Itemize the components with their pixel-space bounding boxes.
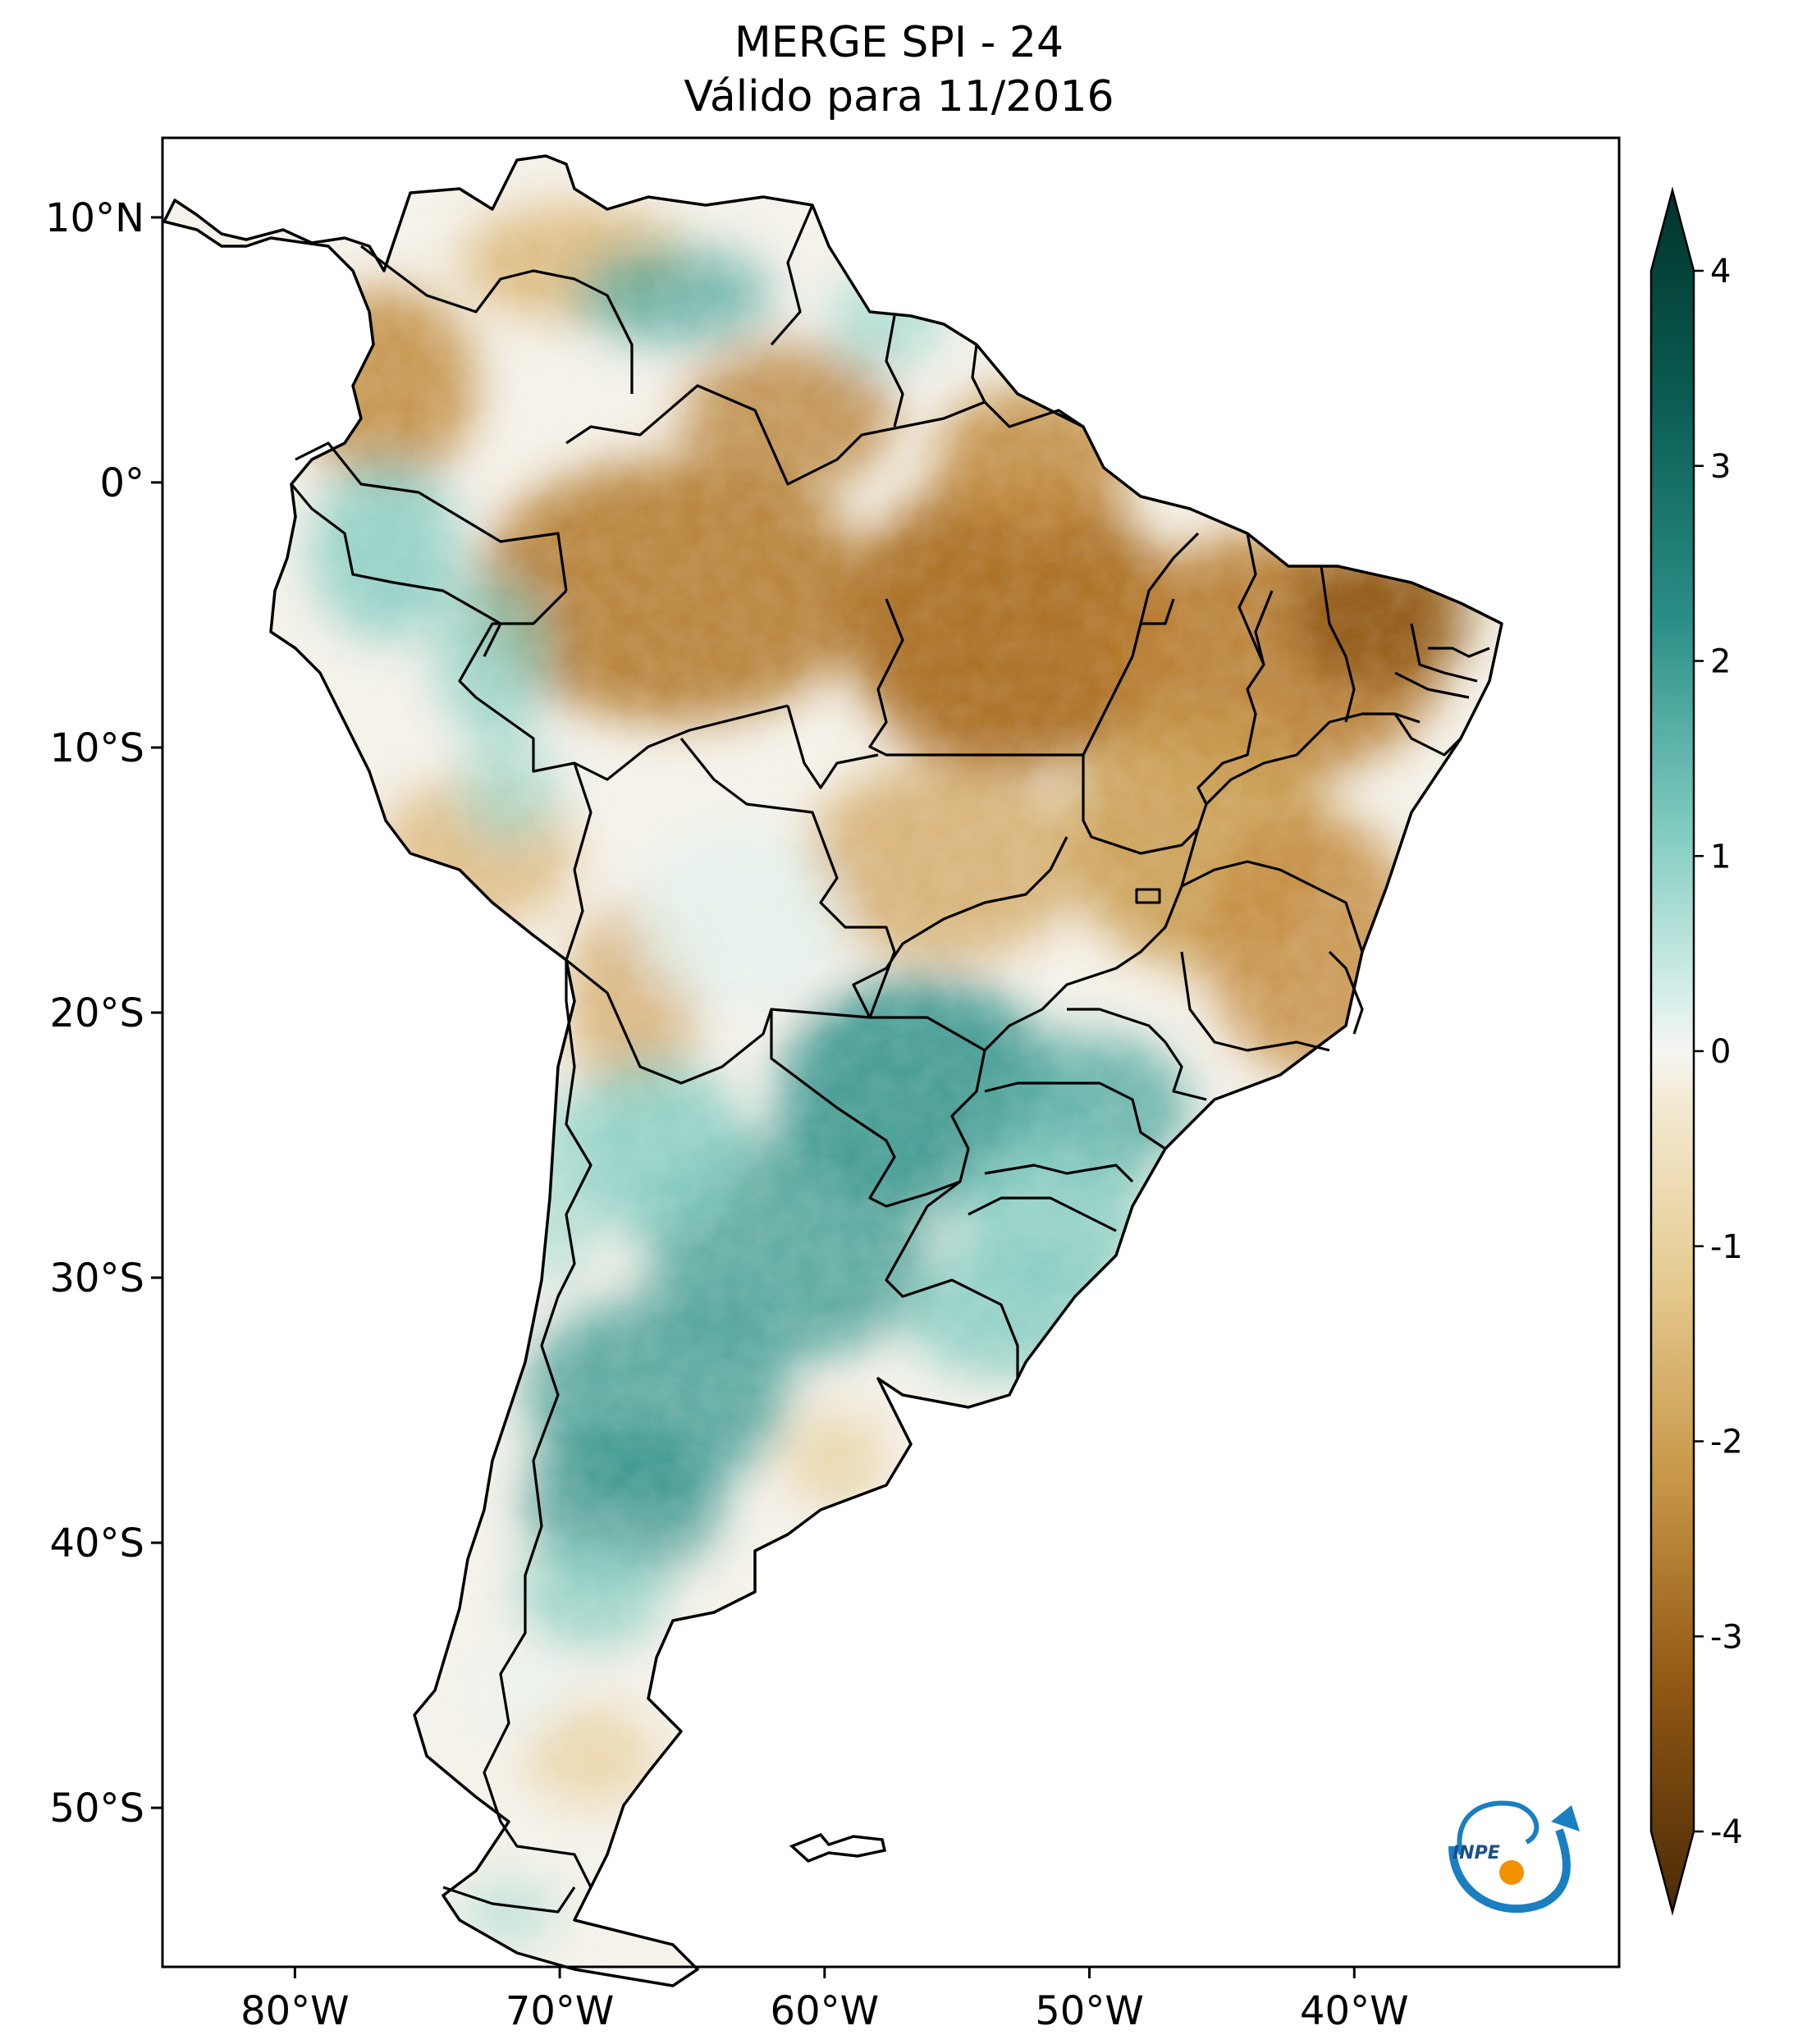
lon-tick-label: 40°W	[1300, 1988, 1409, 2034]
political-borders	[290, 204, 1490, 1914]
lat-tick-label: 0°	[99, 460, 144, 506]
lat-tick-label: 20°S	[49, 990, 144, 1036]
logo-text: INPE	[1453, 1843, 1500, 1863]
lon-tick-label: 70°W	[506, 1988, 615, 2034]
longitude-axis: 80°W 70°W 60°W 50°W 40°W	[240, 1967, 1409, 2034]
lon-tick-label: 50°W	[1035, 1988, 1144, 2034]
colorbar-ticks: 4 3 2 1 0 -1 -2 -3 -4	[1694, 253, 1743, 1851]
logo-arrow	[1551, 1805, 1580, 1831]
map-title: MERGE SPI - 24	[734, 18, 1064, 67]
colorbar-tick-label: -2	[1710, 1424, 1743, 1461]
coastline	[162, 154, 1503, 1987]
falkland-islands	[789, 1832, 887, 1863]
colorbar-bar	[1649, 186, 1695, 1916]
colorbar-tick-label: 0	[1710, 1033, 1731, 1071]
colorbar-tick-label: 1	[1710, 838, 1731, 876]
colorbar-tick-label: 2	[1710, 643, 1731, 681]
lat-tick-label: 30°S	[49, 1255, 144, 1301]
map-subtitle: Válido para 11/2016	[684, 72, 1114, 121]
latitude-axis: 10°N 0° 10°S 20°S 30°S 40°S 50°S	[45, 195, 162, 1831]
colorbar-tick-label: -1	[1710, 1228, 1743, 1266]
logo-arc-large	[1448, 1828, 1571, 1914]
colorbar-tick-label: -4	[1710, 1813, 1743, 1851]
lon-tick-label: 80°W	[240, 1988, 350, 2034]
lat-tick-label: 10°N	[45, 195, 144, 241]
map-frame	[161, 136, 1621, 1969]
lon-tick-label: 60°W	[771, 1988, 880, 2034]
colorbar-tick-label: -3	[1710, 1618, 1743, 1656]
colorbar: 4 3 2 1 0 -1 -2 -3 -4	[1649, 186, 1743, 1916]
colorbar-tick-label: 3	[1710, 448, 1731, 486]
lat-tick-label: 50°S	[49, 1786, 144, 1831]
logo-arc-small	[1457, 1800, 1540, 1855]
logo-dot	[1499, 1860, 1524, 1885]
inpe-logo: INPE	[1448, 1800, 1580, 1914]
colorbar-tick-label: 4	[1710, 253, 1731, 290]
lat-tick-label: 40°S	[49, 1520, 144, 1566]
lat-tick-label: 10°S	[49, 725, 144, 771]
